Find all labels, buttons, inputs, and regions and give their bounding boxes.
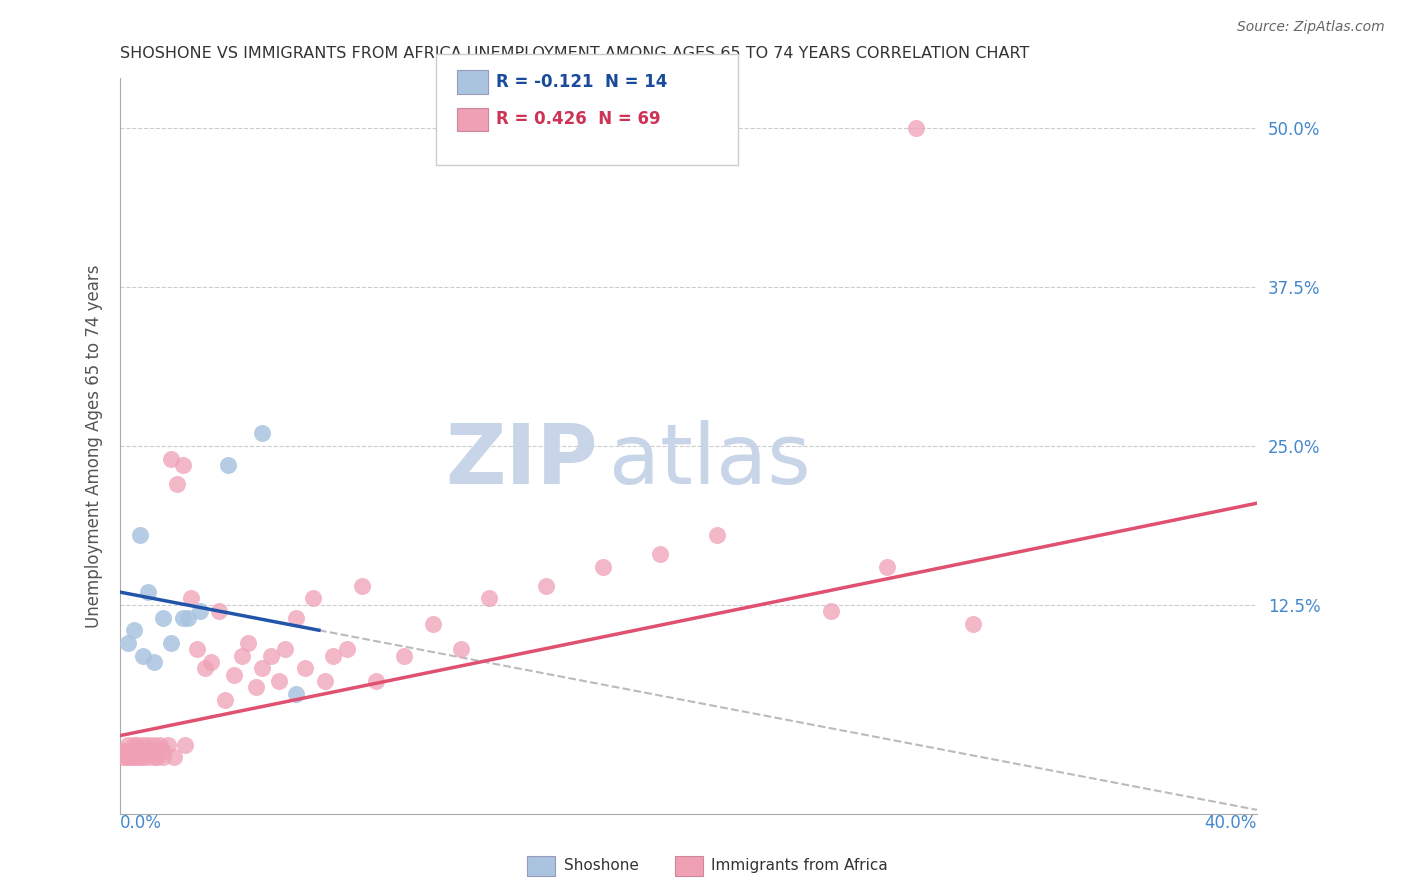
Point: [214, 693, 236, 707]
Point: [200, 655, 222, 669]
Point: [174, 738, 197, 752]
Point: [478, 591, 501, 606]
Point: [172, 610, 194, 624]
Point: [146, 744, 169, 758]
Point: [706, 528, 728, 542]
Point: [285, 610, 308, 624]
Point: [648, 547, 671, 561]
Point: [180, 591, 202, 606]
Text: ZIP: ZIP: [446, 420, 598, 501]
Point: [128, 750, 150, 764]
Point: [274, 642, 297, 657]
Point: [166, 477, 188, 491]
Point: [222, 667, 245, 681]
Point: [131, 648, 153, 663]
Point: [259, 648, 281, 663]
Point: [135, 744, 157, 758]
Point: [131, 738, 153, 752]
Point: [392, 648, 415, 663]
Point: [117, 750, 139, 764]
Point: [138, 585, 160, 599]
Point: [143, 750, 166, 764]
Text: Immigrants from Africa: Immigrants from Africa: [711, 858, 889, 872]
Point: [217, 458, 239, 472]
Point: [122, 744, 145, 758]
Point: [163, 750, 186, 764]
Point: [962, 616, 984, 631]
Text: R = -0.121  N = 14: R = -0.121 N = 14: [496, 73, 668, 91]
Point: [117, 744, 139, 758]
Point: [208, 604, 231, 618]
Point: [250, 661, 273, 675]
Point: [122, 750, 145, 764]
Point: [188, 604, 211, 618]
Point: [143, 738, 166, 752]
Point: [364, 673, 387, 688]
Text: Shoshone: Shoshone: [564, 858, 638, 872]
Point: [186, 642, 208, 657]
Text: R = 0.426  N = 69: R = 0.426 N = 69: [496, 110, 661, 128]
Point: [152, 610, 174, 624]
Point: [111, 744, 134, 758]
Text: SHOSHONE VS IMMIGRANTS FROM AFRICA UNEMPLOYMENT AMONG AGES 65 TO 74 YEARS CORREL: SHOSHONE VS IMMIGRANTS FROM AFRICA UNEMP…: [120, 46, 1029, 62]
Point: [149, 738, 172, 752]
Point: [120, 744, 142, 758]
Point: [141, 744, 163, 758]
Point: [536, 579, 558, 593]
Point: [245, 681, 267, 695]
Text: 40.0%: 40.0%: [1205, 814, 1257, 832]
Point: [120, 750, 142, 764]
Point: [285, 687, 308, 701]
Point: [146, 750, 169, 764]
Point: [160, 636, 183, 650]
Point: [111, 750, 134, 764]
Point: [336, 642, 359, 657]
Point: [125, 738, 148, 752]
Point: [143, 655, 166, 669]
Point: [152, 750, 174, 764]
Point: [172, 458, 194, 472]
Point: [177, 610, 200, 624]
Point: [450, 642, 472, 657]
Point: [322, 648, 344, 663]
Point: [122, 624, 145, 638]
Point: [122, 738, 145, 752]
Point: [128, 528, 150, 542]
Point: [231, 648, 253, 663]
Point: [125, 750, 148, 764]
Point: [236, 636, 259, 650]
Point: [422, 616, 444, 631]
Point: [138, 750, 160, 764]
Point: [194, 661, 217, 675]
Point: [138, 738, 160, 752]
Point: [294, 661, 316, 675]
Point: [250, 426, 273, 441]
Point: [128, 744, 150, 758]
Point: [114, 744, 136, 758]
Text: Source: ZipAtlas.com: Source: ZipAtlas.com: [1237, 20, 1385, 34]
Point: [160, 451, 183, 466]
Point: [152, 744, 174, 758]
Point: [314, 673, 336, 688]
Text: atlas: atlas: [609, 420, 811, 501]
Point: [269, 673, 291, 688]
Point: [350, 579, 373, 593]
Point: [117, 738, 139, 752]
Y-axis label: Unemployment Among Ages 65 to 74 years: Unemployment Among Ages 65 to 74 years: [86, 264, 103, 628]
Point: [302, 591, 325, 606]
Point: [904, 121, 927, 136]
Text: 0.0%: 0.0%: [120, 814, 162, 832]
Point: [592, 559, 614, 574]
Point: [820, 604, 842, 618]
Point: [876, 559, 898, 574]
Point: [131, 750, 153, 764]
Point: [157, 738, 180, 752]
Point: [117, 636, 139, 650]
Point: [114, 750, 136, 764]
